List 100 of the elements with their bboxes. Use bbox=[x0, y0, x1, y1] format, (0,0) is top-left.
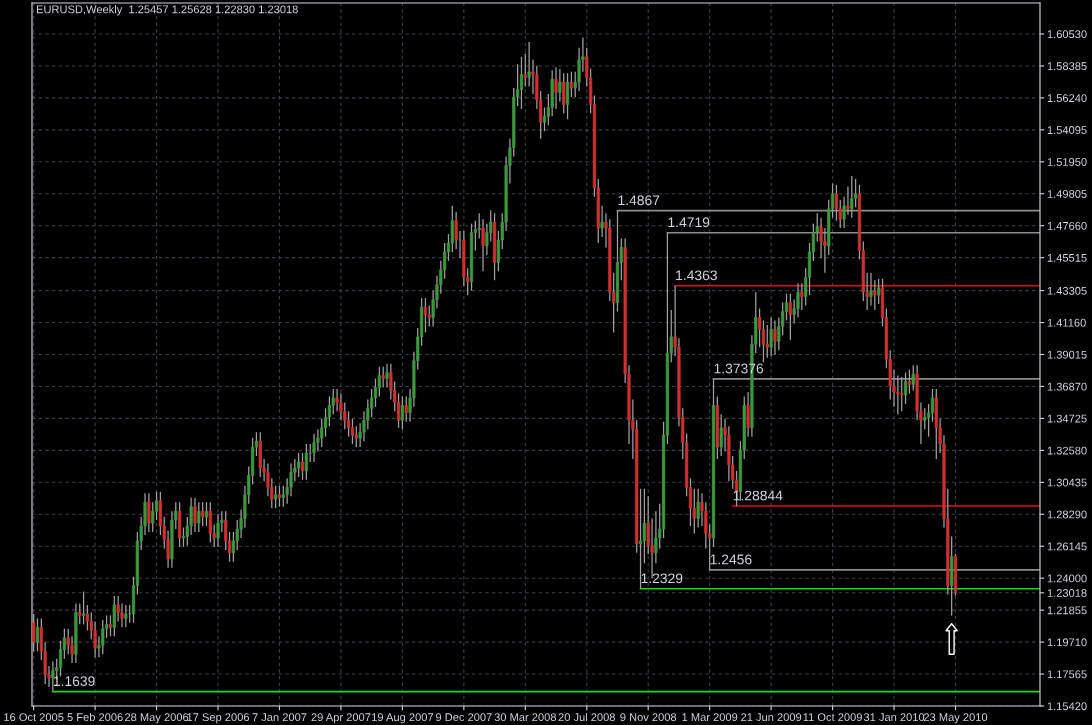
y-tick-label: 1.60530 bbox=[1047, 30, 1087, 39]
annotation: 1.4363 bbox=[676, 270, 717, 281]
candlestick bbox=[82, 590, 86, 625]
candlestick bbox=[696, 488, 700, 529]
y-tick-label: 1.36870 bbox=[1047, 382, 1087, 391]
candlestick bbox=[423, 297, 428, 334]
candlestick bbox=[769, 316, 773, 357]
y-tick-label: 1.58385 bbox=[1047, 62, 1087, 71]
candlestick bbox=[869, 272, 873, 307]
candlestick bbox=[231, 531, 235, 563]
candlestick bbox=[85, 604, 90, 631]
candlestick bbox=[854, 178, 858, 208]
x-tick-label: 17 Sep 2006 bbox=[187, 713, 250, 724]
candlestick bbox=[385, 363, 389, 389]
candlestick bbox=[873, 279, 877, 311]
annotation: 1.2456 bbox=[710, 554, 752, 565]
candlestick bbox=[523, 53, 527, 88]
candlestick bbox=[304, 443, 308, 481]
candlestick bbox=[381, 366, 385, 389]
candlestick bbox=[911, 364, 915, 392]
candlestick bbox=[903, 371, 908, 405]
y-tick-label: 1.26145 bbox=[1047, 542, 1087, 551]
candlestick bbox=[519, 56, 524, 110]
candlestick bbox=[850, 175, 854, 219]
x-tick-label: 21 Jun 2009 bbox=[741, 713, 802, 722]
x-tick-label: 7 Jan 2007 bbox=[252, 713, 307, 722]
candlestick bbox=[116, 595, 120, 623]
candlestick bbox=[181, 526, 186, 548]
y-tick-label: 1.45515 bbox=[1047, 254, 1087, 262]
y-tick-label: 1.49805 bbox=[1047, 190, 1087, 198]
candlestick bbox=[35, 617, 40, 652]
candlestick bbox=[281, 485, 285, 508]
candlestick bbox=[765, 324, 769, 359]
y-tick-label: 1.54095 bbox=[1047, 126, 1087, 134]
candlestick bbox=[51, 660, 55, 693]
candlestick bbox=[193, 497, 197, 533]
candlestick bbox=[558, 68, 562, 103]
chart-title: EURUSD,Weekly 1.25457 1.25628 1.22830 1.23018 bbox=[36, 5, 298, 16]
candlestick bbox=[347, 410, 351, 438]
x-tick-label: 5 Feb 2006 bbox=[67, 712, 123, 722]
candlestick bbox=[300, 452, 305, 481]
candlestick bbox=[638, 488, 643, 590]
x-tick-label: 28 May 2006 bbox=[125, 713, 189, 724]
candlestick bbox=[404, 395, 408, 423]
candlestick bbox=[101, 619, 105, 655]
y-tick-label: 1.51950 bbox=[1047, 158, 1087, 166]
candlestick bbox=[907, 368, 911, 395]
x-tick-label: 23 May 2010 bbox=[923, 713, 988, 724]
candlestick bbox=[746, 391, 750, 438]
y-tick-label: 1.21855 bbox=[1047, 606, 1087, 615]
candlestick bbox=[112, 595, 116, 637]
y-tick-label: 1.34725 bbox=[1047, 414, 1087, 423]
candlestick bbox=[600, 205, 604, 238]
candlestick bbox=[323, 407, 328, 438]
candlestick bbox=[297, 452, 301, 478]
x-tick-label: 9 Dec 2007 bbox=[435, 713, 492, 722]
candlestick bbox=[108, 614, 113, 637]
annotation: 1.4719 bbox=[668, 217, 710, 228]
x-tick-label: 29 Apr 2007 bbox=[311, 713, 371, 724]
candlestick bbox=[147, 492, 151, 533]
x-tick-label: 20 Jul 2008 bbox=[558, 712, 615, 722]
y-tick-label: 1.30435 bbox=[1047, 478, 1087, 487]
y-tick-label: 1.32580 bbox=[1047, 446, 1087, 455]
x-tick-label: 31 Jan 2010 bbox=[863, 713, 925, 722]
candlestick bbox=[458, 230, 462, 259]
candlestick bbox=[400, 395, 404, 430]
candlestick bbox=[719, 413, 723, 457]
x-tick-label: 19 Aug 2007 bbox=[372, 713, 434, 724]
candlestick bbox=[154, 491, 159, 521]
y-tick-label: 1.15420 bbox=[1047, 702, 1087, 711]
candlestick bbox=[58, 640, 63, 678]
candlestick bbox=[796, 282, 800, 319]
annotation: 1.4867 bbox=[618, 195, 660, 206]
candlestick bbox=[396, 392, 401, 429]
candlestick bbox=[277, 485, 282, 508]
y-tick-label: 1.56240 bbox=[1047, 94, 1087, 103]
candlestick bbox=[32, 613, 36, 652]
candlestick bbox=[208, 501, 212, 544]
candlestick bbox=[562, 72, 566, 115]
y-tick-label: 1.43305 bbox=[1047, 286, 1087, 295]
candlestick bbox=[204, 501, 209, 527]
annotation: 1.1639 bbox=[53, 676, 95, 687]
y-tick-label: 1.23018 bbox=[1047, 589, 1087, 597]
candlestick bbox=[800, 282, 804, 311]
annotation: 1.2329 bbox=[641, 573, 683, 584]
candlestick bbox=[216, 513, 220, 548]
candlestick bbox=[565, 72, 570, 120]
x-tick-label: 1 Mar 2009 bbox=[682, 713, 738, 722]
candlestick bbox=[773, 319, 777, 356]
y-tick-label: 1.39015 bbox=[1047, 350, 1087, 359]
y-tick-label: 1.41160 bbox=[1047, 318, 1086, 327]
candlestick bbox=[201, 501, 205, 527]
candlestick bbox=[312, 433, 316, 463]
x-tick-label: 30 Mar 2008 bbox=[494, 713, 557, 722]
x-tick-label: 16 Oct 2005 bbox=[4, 713, 64, 722]
candlestick bbox=[834, 184, 839, 222]
candlestick bbox=[758, 307, 762, 348]
candlestick bbox=[124, 604, 128, 628]
candlestick bbox=[788, 293, 792, 341]
candlestick bbox=[327, 395, 331, 427]
